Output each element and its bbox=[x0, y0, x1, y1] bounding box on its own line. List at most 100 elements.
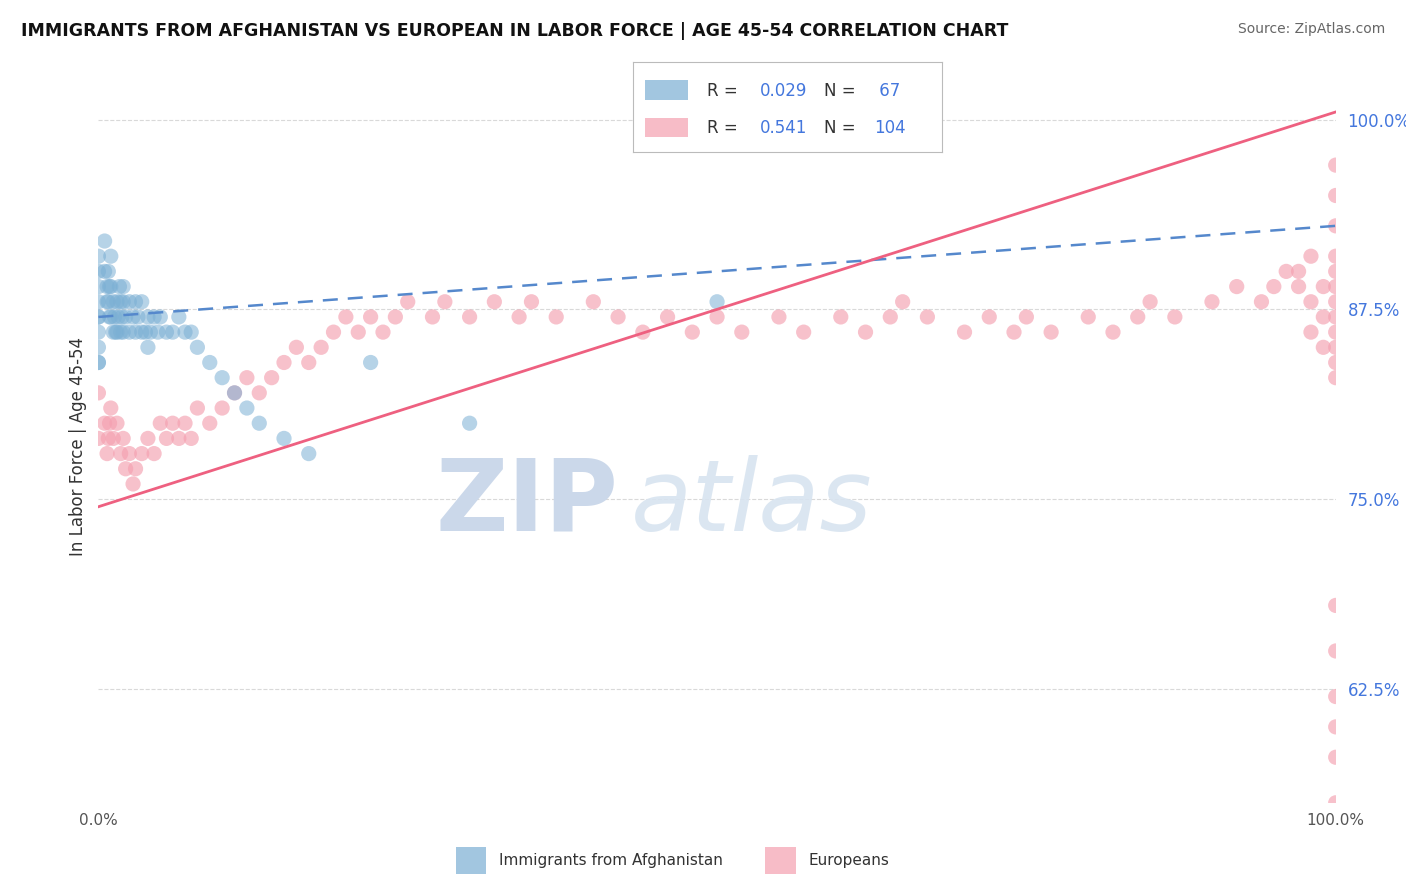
Text: 0.029: 0.029 bbox=[759, 81, 807, 100]
Bar bbox=[456, 847, 486, 874]
Point bbox=[1126, 310, 1149, 324]
Point bbox=[706, 310, 728, 324]
Point bbox=[103, 431, 125, 445]
Point bbox=[87, 249, 110, 263]
Point bbox=[105, 294, 128, 309]
Point bbox=[706, 294, 728, 309]
Point bbox=[110, 447, 132, 461]
Point bbox=[198, 416, 221, 430]
Point bbox=[1324, 294, 1347, 309]
Point bbox=[793, 325, 815, 339]
Point bbox=[134, 325, 156, 339]
Point bbox=[180, 325, 202, 339]
Point bbox=[110, 325, 132, 339]
Point bbox=[87, 340, 110, 354]
Point bbox=[247, 385, 270, 400]
Point bbox=[1263, 279, 1285, 293]
Point bbox=[360, 355, 382, 369]
Point bbox=[87, 325, 110, 339]
Point bbox=[607, 310, 630, 324]
Point bbox=[1324, 219, 1347, 233]
Point bbox=[112, 294, 135, 309]
Point bbox=[122, 477, 145, 491]
Point bbox=[396, 294, 419, 309]
Text: Immigrants from Afghanistan: Immigrants from Afghanistan bbox=[499, 854, 723, 868]
Point bbox=[347, 325, 370, 339]
Point bbox=[1324, 690, 1347, 704]
Point bbox=[111, 310, 134, 324]
Point bbox=[1288, 279, 1310, 293]
Point bbox=[96, 279, 118, 293]
Point bbox=[149, 416, 172, 430]
Point bbox=[211, 370, 233, 384]
Point bbox=[180, 431, 202, 445]
Point bbox=[136, 310, 159, 324]
Point bbox=[97, 431, 120, 445]
Text: 104: 104 bbox=[875, 119, 905, 136]
Bar bbox=[645, 118, 689, 137]
Point bbox=[122, 310, 145, 324]
Point bbox=[149, 310, 172, 324]
Point bbox=[1324, 340, 1347, 354]
Point bbox=[167, 310, 190, 324]
Bar bbox=[765, 847, 796, 874]
Text: Source: ZipAtlas.com: Source: ZipAtlas.com bbox=[1237, 22, 1385, 37]
Point bbox=[1324, 264, 1347, 278]
Point bbox=[546, 310, 568, 324]
Text: ZIP: ZIP bbox=[436, 455, 619, 551]
Text: N =: N = bbox=[824, 119, 862, 136]
Point bbox=[87, 294, 110, 309]
Point bbox=[100, 401, 122, 415]
Point bbox=[87, 279, 110, 293]
Point bbox=[1324, 310, 1347, 324]
Point bbox=[186, 340, 208, 354]
Point bbox=[1250, 294, 1272, 309]
Point bbox=[112, 431, 135, 445]
Point bbox=[155, 325, 177, 339]
Point bbox=[224, 385, 246, 400]
Point bbox=[1077, 310, 1099, 324]
Point bbox=[100, 310, 122, 324]
Text: R =: R = bbox=[707, 81, 742, 100]
Point bbox=[657, 310, 679, 324]
Point bbox=[1324, 325, 1347, 339]
Point bbox=[136, 431, 159, 445]
Point bbox=[118, 447, 141, 461]
Bar bbox=[645, 80, 689, 100]
Point bbox=[322, 325, 344, 339]
Point bbox=[371, 325, 394, 339]
Point bbox=[917, 310, 939, 324]
Point bbox=[285, 340, 308, 354]
Point bbox=[112, 325, 135, 339]
Point bbox=[103, 310, 125, 324]
Point bbox=[768, 310, 790, 324]
Point bbox=[1312, 310, 1334, 324]
Point bbox=[114, 310, 136, 324]
Text: R =: R = bbox=[707, 119, 742, 136]
Text: IMMIGRANTS FROM AFGHANISTAN VS EUROPEAN IN LABOR FORCE | AGE 45-54 CORRELATION C: IMMIGRANTS FROM AFGHANISTAN VS EUROPEAN … bbox=[21, 22, 1008, 40]
Point bbox=[1299, 294, 1322, 309]
Point bbox=[830, 310, 852, 324]
Point bbox=[484, 294, 506, 309]
Point bbox=[1201, 294, 1223, 309]
Point bbox=[124, 462, 146, 476]
Y-axis label: In Labor Force | Age 45-54: In Labor Force | Age 45-54 bbox=[69, 336, 87, 556]
Point bbox=[103, 325, 125, 339]
Point bbox=[1226, 279, 1249, 293]
Point bbox=[1324, 370, 1347, 384]
Point bbox=[273, 355, 295, 369]
Point bbox=[1002, 325, 1025, 339]
Point bbox=[112, 279, 135, 293]
Point bbox=[114, 462, 136, 476]
Point bbox=[1299, 249, 1322, 263]
Text: N =: N = bbox=[824, 81, 862, 100]
Point bbox=[1324, 720, 1347, 734]
Point bbox=[273, 431, 295, 445]
Point bbox=[1299, 325, 1322, 339]
Point bbox=[1015, 310, 1038, 324]
Point bbox=[118, 325, 141, 339]
Point bbox=[143, 310, 166, 324]
Point bbox=[87, 385, 110, 400]
Point bbox=[1324, 750, 1347, 764]
Point bbox=[136, 340, 159, 354]
